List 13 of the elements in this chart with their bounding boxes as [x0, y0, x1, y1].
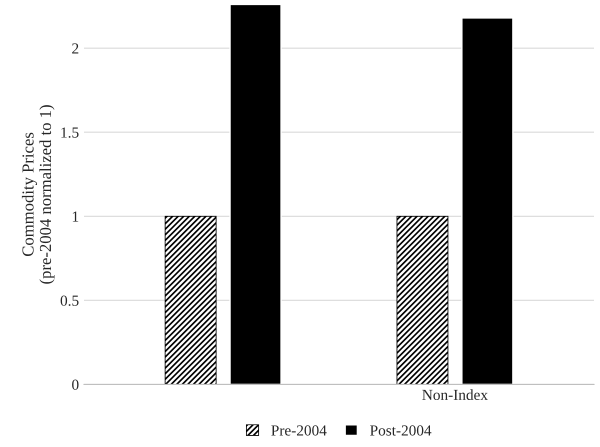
y-tick-label: 0.5: [60, 296, 79, 306]
bar: [229, 4, 282, 384]
y-tick-label: 2: [72, 43, 78, 54]
y-tick-label: 0: [72, 380, 79, 390]
x-tick-label: Non-Index: [422, 389, 488, 400]
y-tick-label: 1.5: [61, 127, 79, 138]
legend-label: Post-2004: [370, 425, 432, 436]
bar: [164, 216, 217, 384]
bar: [461, 17, 514, 384]
legend-label: Pre-2004: [271, 425, 327, 436]
y-axis-title: Commodity Prices (pre-2004 normalized to 1): [22, 105, 54, 284]
bar: [396, 216, 448, 384]
y-tick-label: 1: [72, 212, 78, 222]
